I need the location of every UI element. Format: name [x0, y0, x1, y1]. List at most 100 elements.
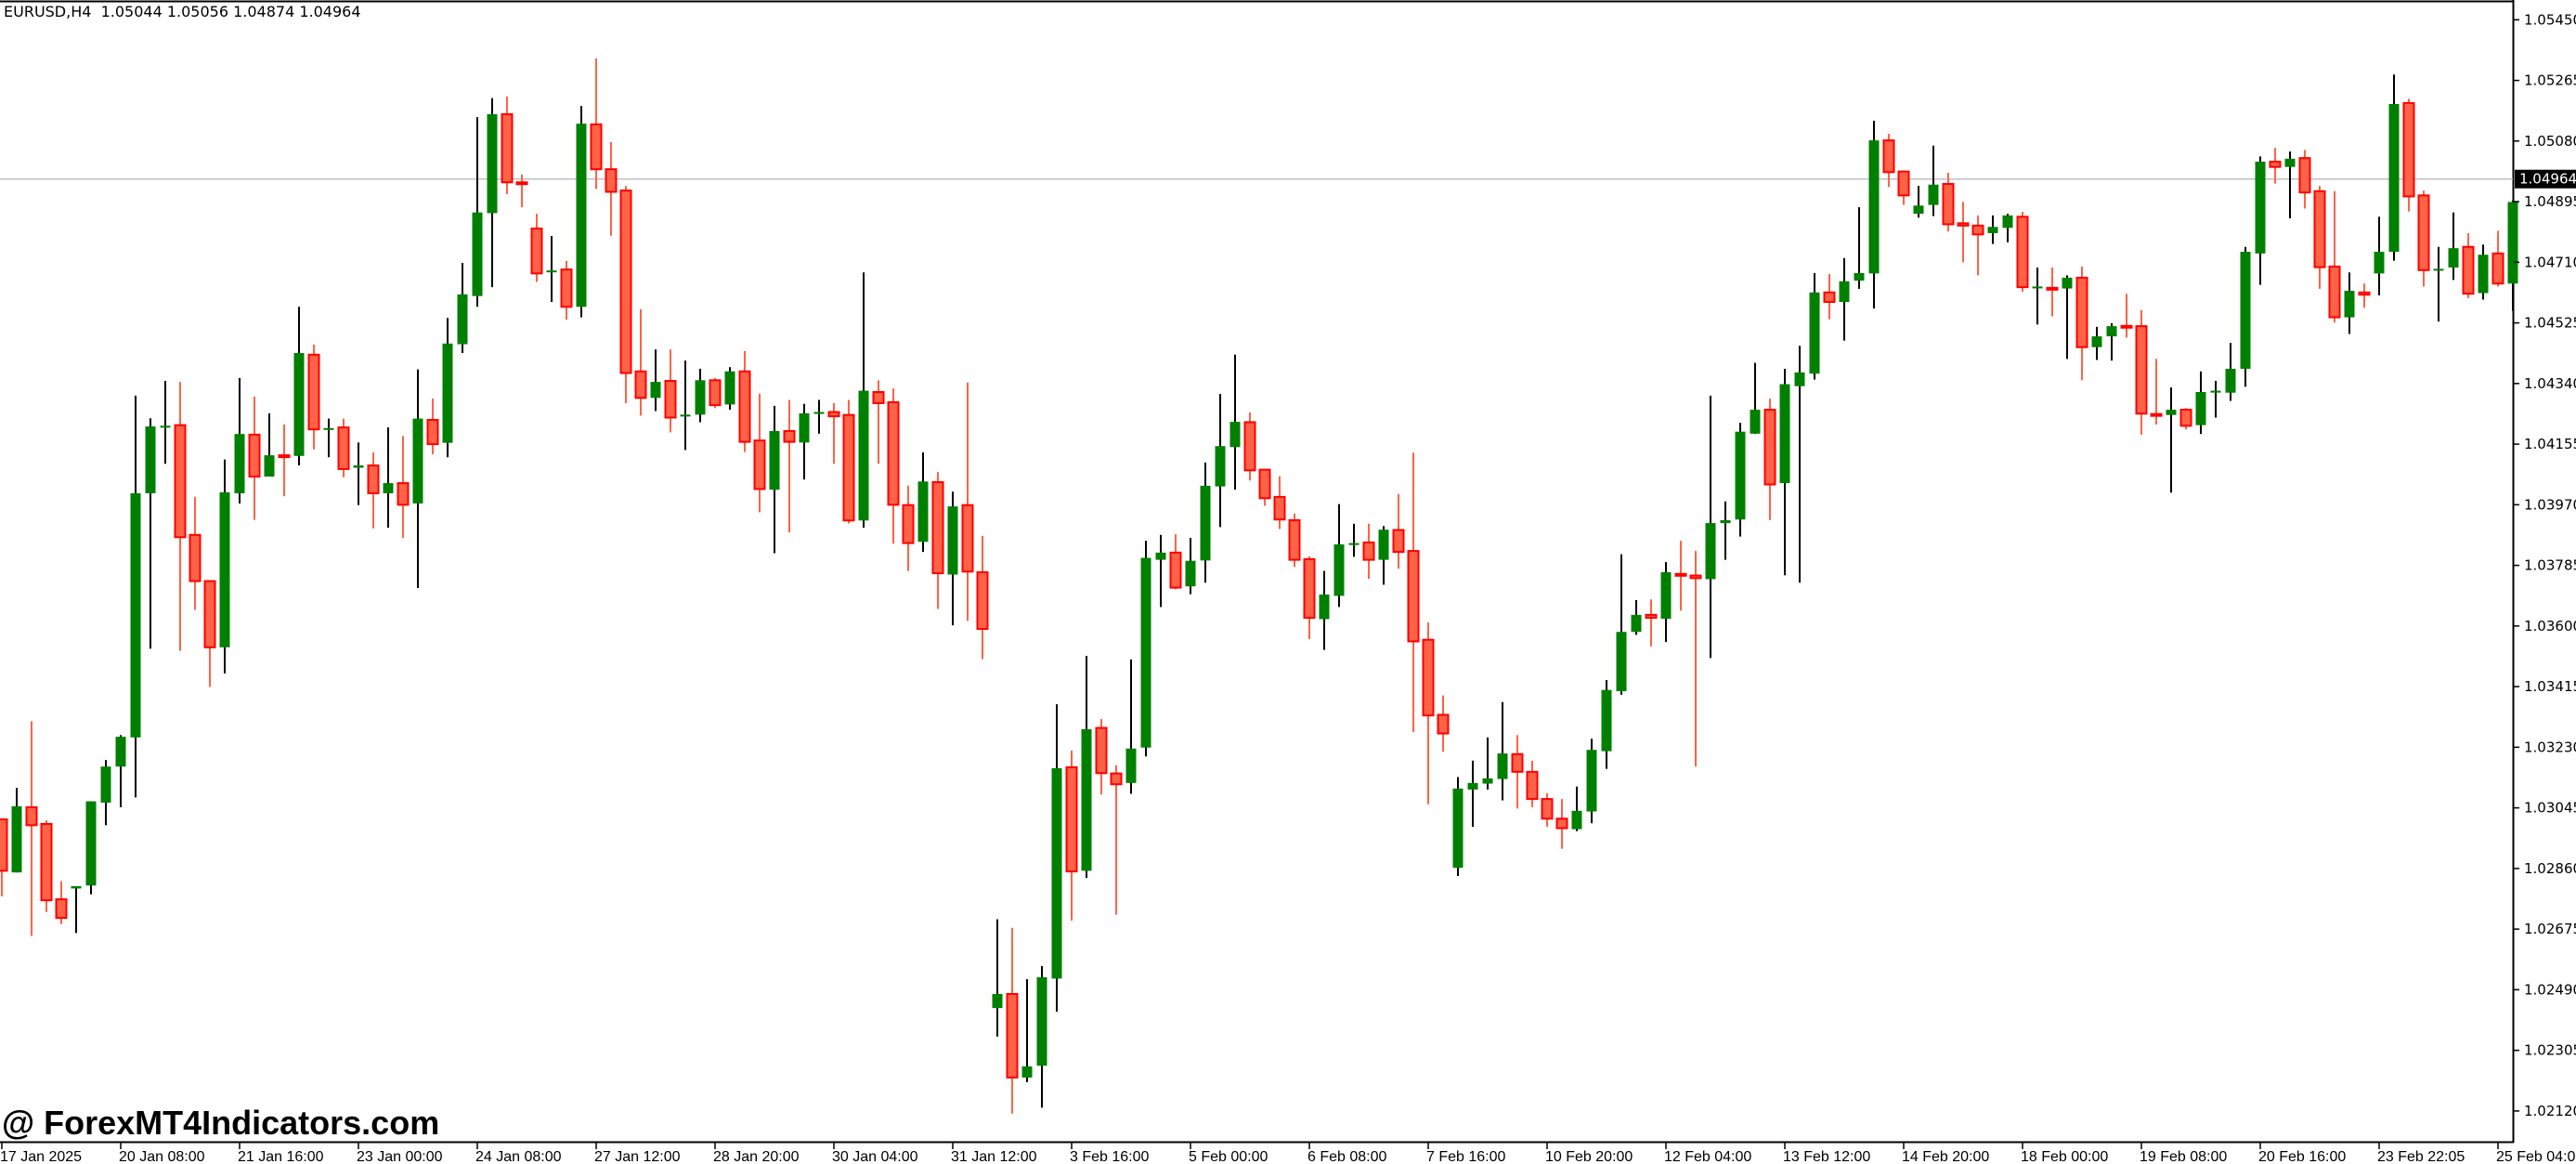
- candle: [1319, 570, 1330, 650]
- candle: [1303, 556, 1316, 639]
- candle: [1392, 493, 1405, 569]
- candle: [1215, 394, 1226, 528]
- price-axis[interactable]: 1.05450 1.05265 1.05080 1.04895 1.04710 1.045…: [2514, 11, 2576, 1119]
- x-tick-label: 6 Feb 08:00: [1308, 1149, 1387, 1164]
- candle: [902, 485, 915, 571]
- candle: [1482, 737, 1493, 790]
- candle-body: [248, 433, 261, 478]
- candle: [590, 58, 603, 190]
- candle: [2491, 230, 2504, 287]
- candle: [2313, 186, 2326, 289]
- y-tick-label: 1.02120: [2524, 1103, 2576, 1119]
- candle: [2417, 190, 2430, 287]
- candle-body: [619, 190, 632, 374]
- candle: [1601, 680, 1612, 769]
- candle-body: [1631, 614, 1642, 633]
- candle-body: [1437, 713, 1450, 735]
- candle-body: [1809, 292, 1820, 374]
- candle: [203, 580, 216, 687]
- candle-body: [1081, 728, 1092, 871]
- y-tick-label: 1.03230: [2524, 739, 2576, 755]
- candle-body: [546, 270, 557, 273]
- candle-body: [1362, 541, 1375, 561]
- candle: [2135, 309, 2148, 435]
- candle: [887, 388, 900, 544]
- x-tick-label: 24 Jan 08:00: [475, 1149, 562, 1164]
- candle: [174, 382, 187, 651]
- candle: [1140, 541, 1151, 757]
- candle: [337, 418, 350, 477]
- candle-body: [1616, 632, 1627, 692]
- candle-body: [1407, 550, 1420, 643]
- candle: [1823, 274, 1836, 320]
- candle-body: [1674, 572, 1687, 577]
- candle-body: [947, 506, 958, 575]
- candle-body: [1065, 765, 1078, 873]
- candle: [2358, 283, 2371, 308]
- candle-body: [738, 370, 751, 443]
- y-tick-label: 1.05450: [2524, 11, 2576, 28]
- candle-body: [2240, 252, 2251, 369]
- candle: [40, 820, 53, 912]
- candle-body: [130, 493, 141, 738]
- candle: [2106, 322, 2117, 361]
- candle-body: [2402, 101, 2415, 198]
- candle: [1288, 513, 1301, 568]
- candle-body: [2417, 194, 2430, 271]
- candle: [1779, 368, 1790, 576]
- time-axis[interactable]: 17 Jan 2025 20 Jan 08:00 21 Jan 16:00 23 Ja…: [0, 1143, 2576, 1164]
- candle-body: [2075, 276, 2088, 348]
- candle: [426, 399, 439, 455]
- candle-body: [1779, 384, 1790, 484]
- y-tick-label: 1.03970: [2524, 496, 2576, 513]
- candle-body: [323, 427, 334, 430]
- candle: [1616, 554, 1627, 695]
- candle-body: [842, 413, 855, 522]
- candle: [753, 393, 766, 513]
- candle: [323, 418, 334, 458]
- candle: [1674, 541, 1687, 611]
- candle-body: [2210, 390, 2221, 393]
- candle-body: [293, 353, 305, 456]
- x-tick-label: 25 Feb 04:00: [2496, 1149, 2576, 1164]
- candle-body: [1006, 992, 1019, 1079]
- candle-body: [1571, 810, 1582, 830]
- candle: [1868, 120, 1880, 309]
- candle: [1422, 621, 1435, 804]
- candle: [487, 98, 498, 288]
- candle-body: [40, 822, 53, 902]
- candle-body: [2002, 215, 2013, 229]
- candle: [738, 350, 751, 452]
- candle: [1987, 215, 1998, 244]
- candle: [664, 349, 677, 433]
- candle: [2344, 272, 2355, 334]
- candle: [2298, 150, 2311, 209]
- candle-body: [2255, 162, 2266, 254]
- x-tick-label: 14 Feb 20:00: [1902, 1149, 1989, 1164]
- candle-body: [827, 411, 840, 418]
- candle-body: [1036, 976, 1047, 1066]
- candle-body: [2344, 291, 2355, 318]
- symbol-timeframe: EURUSD,H4: [4, 3, 92, 20]
- candle-body: [1750, 410, 1761, 434]
- candle: [1036, 966, 1047, 1108]
- candle-body: [1957, 222, 1970, 227]
- candle: [1169, 534, 1182, 590]
- candle-body: [1258, 468, 1271, 500]
- candle-body: [2091, 336, 2102, 347]
- candle-body: [71, 885, 82, 889]
- candle: [872, 380, 885, 464]
- candle: [1243, 412, 1256, 481]
- candle-body: [1526, 770, 1539, 801]
- candle-body: [2298, 157, 2311, 194]
- candle: [307, 344, 320, 450]
- candle: [961, 382, 974, 621]
- candle-body: [530, 227, 543, 275]
- candle: [783, 399, 796, 532]
- candle-body: [1882, 139, 1895, 174]
- candle: [2328, 190, 2341, 323]
- candle-body: [1303, 557, 1316, 620]
- candle-body: [1273, 495, 1286, 521]
- candle-body: [515, 181, 528, 186]
